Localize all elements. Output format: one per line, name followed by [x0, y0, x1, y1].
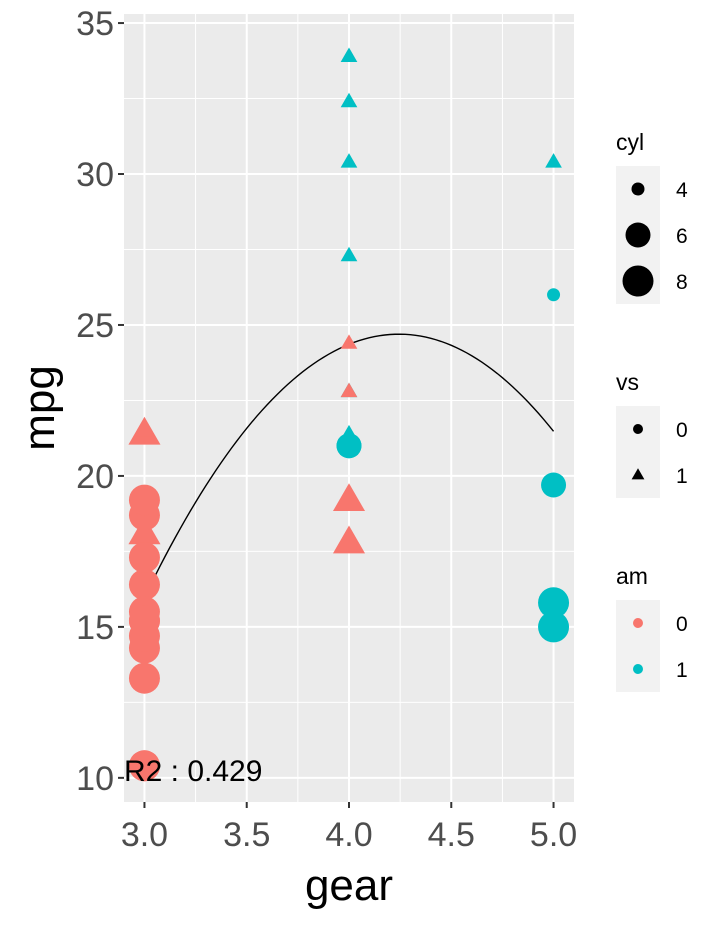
x-tick-label: 4.0: [325, 816, 372, 854]
data-point: [340, 92, 358, 108]
data-point: [541, 472, 567, 498]
y-tick-label: 30: [76, 156, 114, 194]
y-axis-title: mpg: [15, 365, 64, 451]
legend-entry-label: 1: [676, 465, 688, 488]
r2-annotation: R2 : 0.429: [124, 755, 262, 788]
legend-shape-marker: [631, 468, 645, 480]
legend-color-marker: [633, 618, 643, 628]
data-point: [340, 334, 358, 349]
legend-size-marker: [625, 222, 651, 248]
data-point: [336, 433, 362, 459]
data-point: [538, 587, 570, 619]
data-point: [332, 483, 366, 512]
data-point: [128, 516, 161, 545]
data-point: [332, 525, 366, 554]
y-axis: 10 15 20 25 30 35: [76, 5, 124, 798]
y-tick-label: 20: [76, 458, 114, 496]
y-tick-label: 10: [76, 760, 114, 798]
legend-size-marker: [631, 182, 645, 196]
y-tick-label: 35: [76, 5, 114, 43]
x-tick-label: 3.0: [121, 816, 168, 854]
legend-title: am: [616, 563, 648, 589]
data-point: [128, 484, 160, 516]
legend-size-marker: [622, 265, 654, 297]
x-tick-label: 5.0: [530, 816, 577, 854]
data-point: [340, 424, 358, 440]
data-point: [538, 611, 570, 643]
y-tick-label: 25: [76, 307, 114, 345]
data-point: [128, 569, 160, 601]
data-point: [340, 47, 358, 62]
legend-color-marker: [633, 664, 643, 674]
legend-entry-label: 1: [676, 659, 688, 682]
legends: cyl 4 6 8 vs 0 1 am 0 1: [616, 129, 688, 692]
data-point: [340, 382, 358, 398]
legend-entry-label: 0: [676, 613, 688, 636]
legend-title: vs: [616, 369, 639, 395]
x-tick-label: 4.5: [428, 816, 475, 854]
data-point: [128, 605, 160, 637]
x-axis: 3.0 3.5 4.0 4.5 5.0: [121, 802, 577, 854]
data-point: [340, 153, 358, 168]
data-point: [547, 288, 561, 302]
x-axis-title: gear: [305, 861, 393, 910]
minor-gridlines: [124, 14, 574, 802]
y-tick-label: 15: [76, 609, 114, 647]
legend-title: cyl: [616, 129, 644, 155]
legend-entry-label: 4: [676, 179, 688, 202]
legend-shape-marker: [633, 424, 643, 434]
legend-entry-label: 8: [676, 271, 688, 294]
data-point: [340, 246, 358, 262]
data-points: [128, 47, 570, 782]
data-point: [128, 662, 160, 694]
legend-entry-label: 0: [676, 419, 688, 442]
data-point: [128, 750, 160, 782]
legend-entry-label: 6: [676, 225, 688, 248]
data-point: [545, 153, 562, 168]
data-point: [128, 541, 160, 573]
x-tick-label: 3.5: [223, 816, 270, 854]
data-point: [136, 421, 153, 437]
